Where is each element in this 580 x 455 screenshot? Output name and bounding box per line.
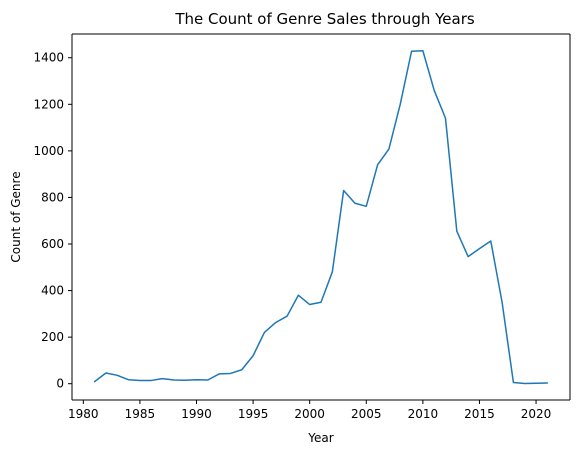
x-tick-label: 1985 <box>125 407 156 421</box>
series-line <box>93 50 549 385</box>
x-tick-label: 2020 <box>521 407 552 421</box>
x-tick-label: 1980 <box>68 407 99 421</box>
y-tick-label: 1400 <box>33 51 64 65</box>
y-tick-label: 1200 <box>33 97 64 111</box>
y-tick-label: 800 <box>41 190 64 204</box>
x-axis-label: Year <box>307 431 333 445</box>
x-tick-label: 2000 <box>294 407 325 421</box>
x-axis-ticks: 1980 1985 1990 1995 2000 2005 2010 2015 2020 <box>68 400 551 421</box>
y-tick-label: 200 <box>41 330 64 344</box>
y-axis-label: Count of Genre <box>9 171 23 262</box>
x-tick-label: 1995 <box>238 407 269 421</box>
y-tick-label: 400 <box>41 284 64 298</box>
x-tick-label: 1990 <box>181 407 212 421</box>
y-tick-label: 600 <box>41 237 64 251</box>
plot-area <box>71 33 571 401</box>
y-axis-ticks: 0 200 400 600 800 1000 1200 1400 <box>33 51 72 391</box>
chart-title: The Count of Genre Sales through Years <box>174 10 475 28</box>
y-tick-label: 1000 <box>33 144 64 158</box>
x-tick-label: 2015 <box>464 407 495 421</box>
x-tick-label: 2005 <box>351 407 382 421</box>
y-tick-label: 0 <box>56 377 64 391</box>
x-tick-label: 2010 <box>408 407 439 421</box>
